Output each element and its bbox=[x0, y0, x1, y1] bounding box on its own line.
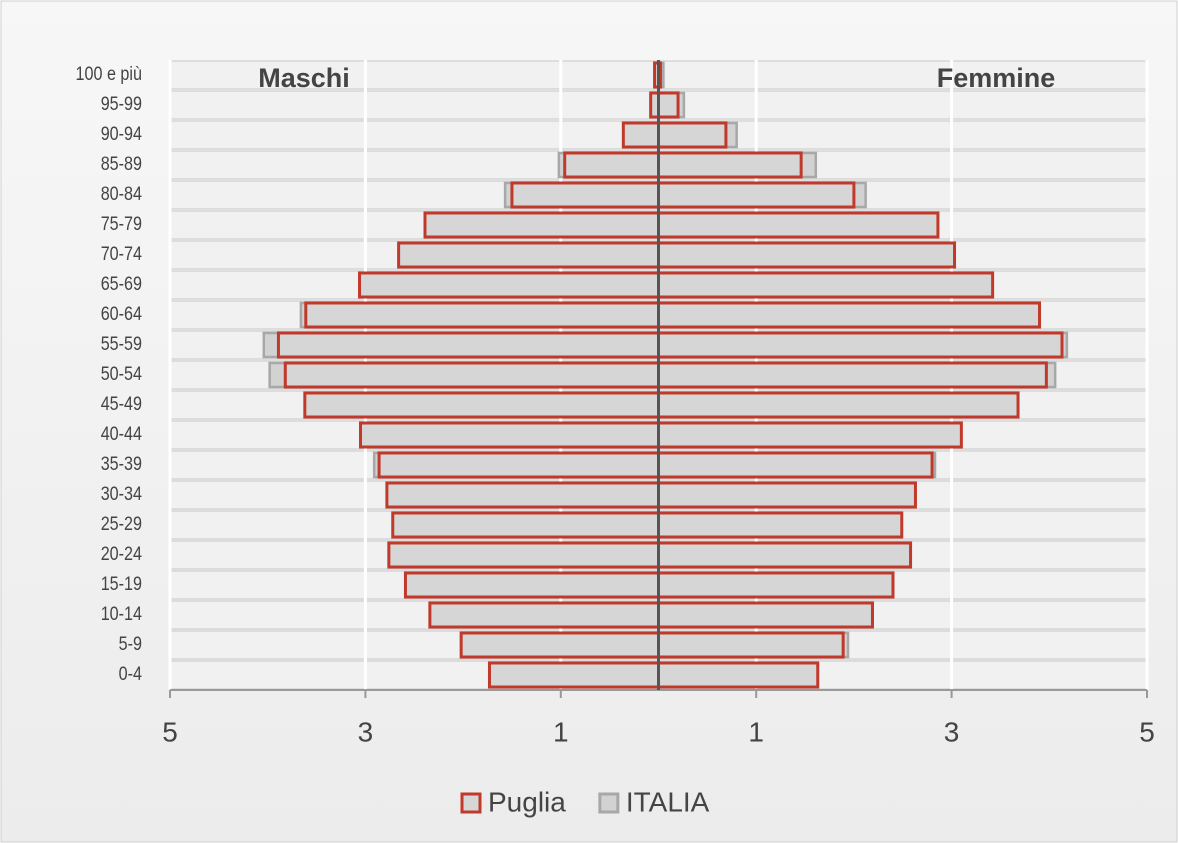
y-tick-label: 65-69 bbox=[101, 273, 142, 295]
female-label: Femmine bbox=[937, 63, 1056, 93]
bar bbox=[397, 241, 660, 269]
bar bbox=[657, 91, 680, 119]
y-tick-label: 90-94 bbox=[101, 123, 142, 145]
y-tick-label: 100 e più bbox=[76, 63, 142, 85]
bar bbox=[510, 181, 661, 209]
bar bbox=[657, 571, 895, 599]
bar bbox=[283, 361, 660, 389]
y-tick-label: 85-89 bbox=[101, 153, 142, 175]
x-tick-label: 3 bbox=[944, 716, 960, 747]
bar bbox=[657, 421, 963, 449]
x-tick-label: 5 bbox=[162, 716, 178, 747]
bar bbox=[428, 601, 660, 629]
bar bbox=[621, 121, 661, 149]
bar bbox=[359, 421, 660, 449]
bar bbox=[303, 391, 660, 419]
bar bbox=[563, 151, 661, 179]
bar bbox=[657, 211, 940, 239]
bar bbox=[385, 481, 660, 509]
bar bbox=[304, 301, 660, 329]
y-tick-label: 70-74 bbox=[101, 243, 142, 265]
bar bbox=[657, 511, 904, 539]
x-tick-label: 3 bbox=[358, 716, 374, 747]
legend-label: ITALIA bbox=[626, 786, 710, 817]
male-label: Maschi bbox=[258, 63, 350, 93]
bar bbox=[657, 121, 728, 149]
y-tick-label: 55-59 bbox=[101, 333, 142, 355]
y-tick-label: 15-19 bbox=[101, 573, 142, 595]
y-tick-label: 5-9 bbox=[119, 633, 142, 655]
bar bbox=[657, 241, 957, 269]
y-tick-label: 30-34 bbox=[101, 483, 142, 505]
y-tick-label: 10-14 bbox=[101, 603, 142, 625]
legend-label: Puglia bbox=[488, 786, 566, 817]
bar bbox=[387, 541, 660, 569]
x-tick-label: 5 bbox=[1139, 716, 1155, 747]
bar bbox=[276, 331, 660, 359]
x-tick-label: 1 bbox=[748, 716, 764, 747]
y-tick-label: 75-79 bbox=[101, 213, 142, 235]
bar bbox=[423, 211, 661, 239]
bar bbox=[657, 601, 874, 629]
bar bbox=[657, 451, 934, 479]
y-tick-label: 80-84 bbox=[101, 183, 142, 205]
bar bbox=[657, 541, 913, 569]
bar bbox=[657, 181, 856, 209]
y-tick-label: 20-24 bbox=[101, 543, 142, 565]
y-tick-label: 95-99 bbox=[101, 93, 142, 115]
y-tick-label: 25-29 bbox=[101, 513, 142, 535]
bar bbox=[377, 451, 660, 479]
y-tick-label: 50-54 bbox=[101, 363, 142, 385]
y-tick-label: 0-4 bbox=[119, 663, 143, 685]
bar bbox=[391, 511, 660, 539]
y-tick-label: 45-49 bbox=[101, 393, 142, 415]
bar bbox=[487, 661, 660, 689]
legend-swatch bbox=[460, 792, 482, 814]
bar bbox=[657, 301, 1042, 329]
bar bbox=[358, 271, 660, 299]
legend-swatch bbox=[598, 792, 620, 814]
bar bbox=[657, 331, 1064, 359]
bar bbox=[657, 391, 1020, 419]
y-tick-label: 60-64 bbox=[101, 303, 142, 325]
bar bbox=[657, 631, 845, 659]
bar bbox=[657, 481, 917, 509]
bar bbox=[403, 571, 660, 599]
y-tick-label: 40-44 bbox=[101, 423, 142, 445]
bar bbox=[657, 661, 820, 689]
x-tick-label: 1 bbox=[553, 716, 569, 747]
bar bbox=[657, 271, 995, 299]
y-tick-label: 35-39 bbox=[101, 453, 142, 475]
bar bbox=[657, 361, 1048, 389]
bar bbox=[459, 631, 660, 659]
bar bbox=[657, 151, 803, 179]
